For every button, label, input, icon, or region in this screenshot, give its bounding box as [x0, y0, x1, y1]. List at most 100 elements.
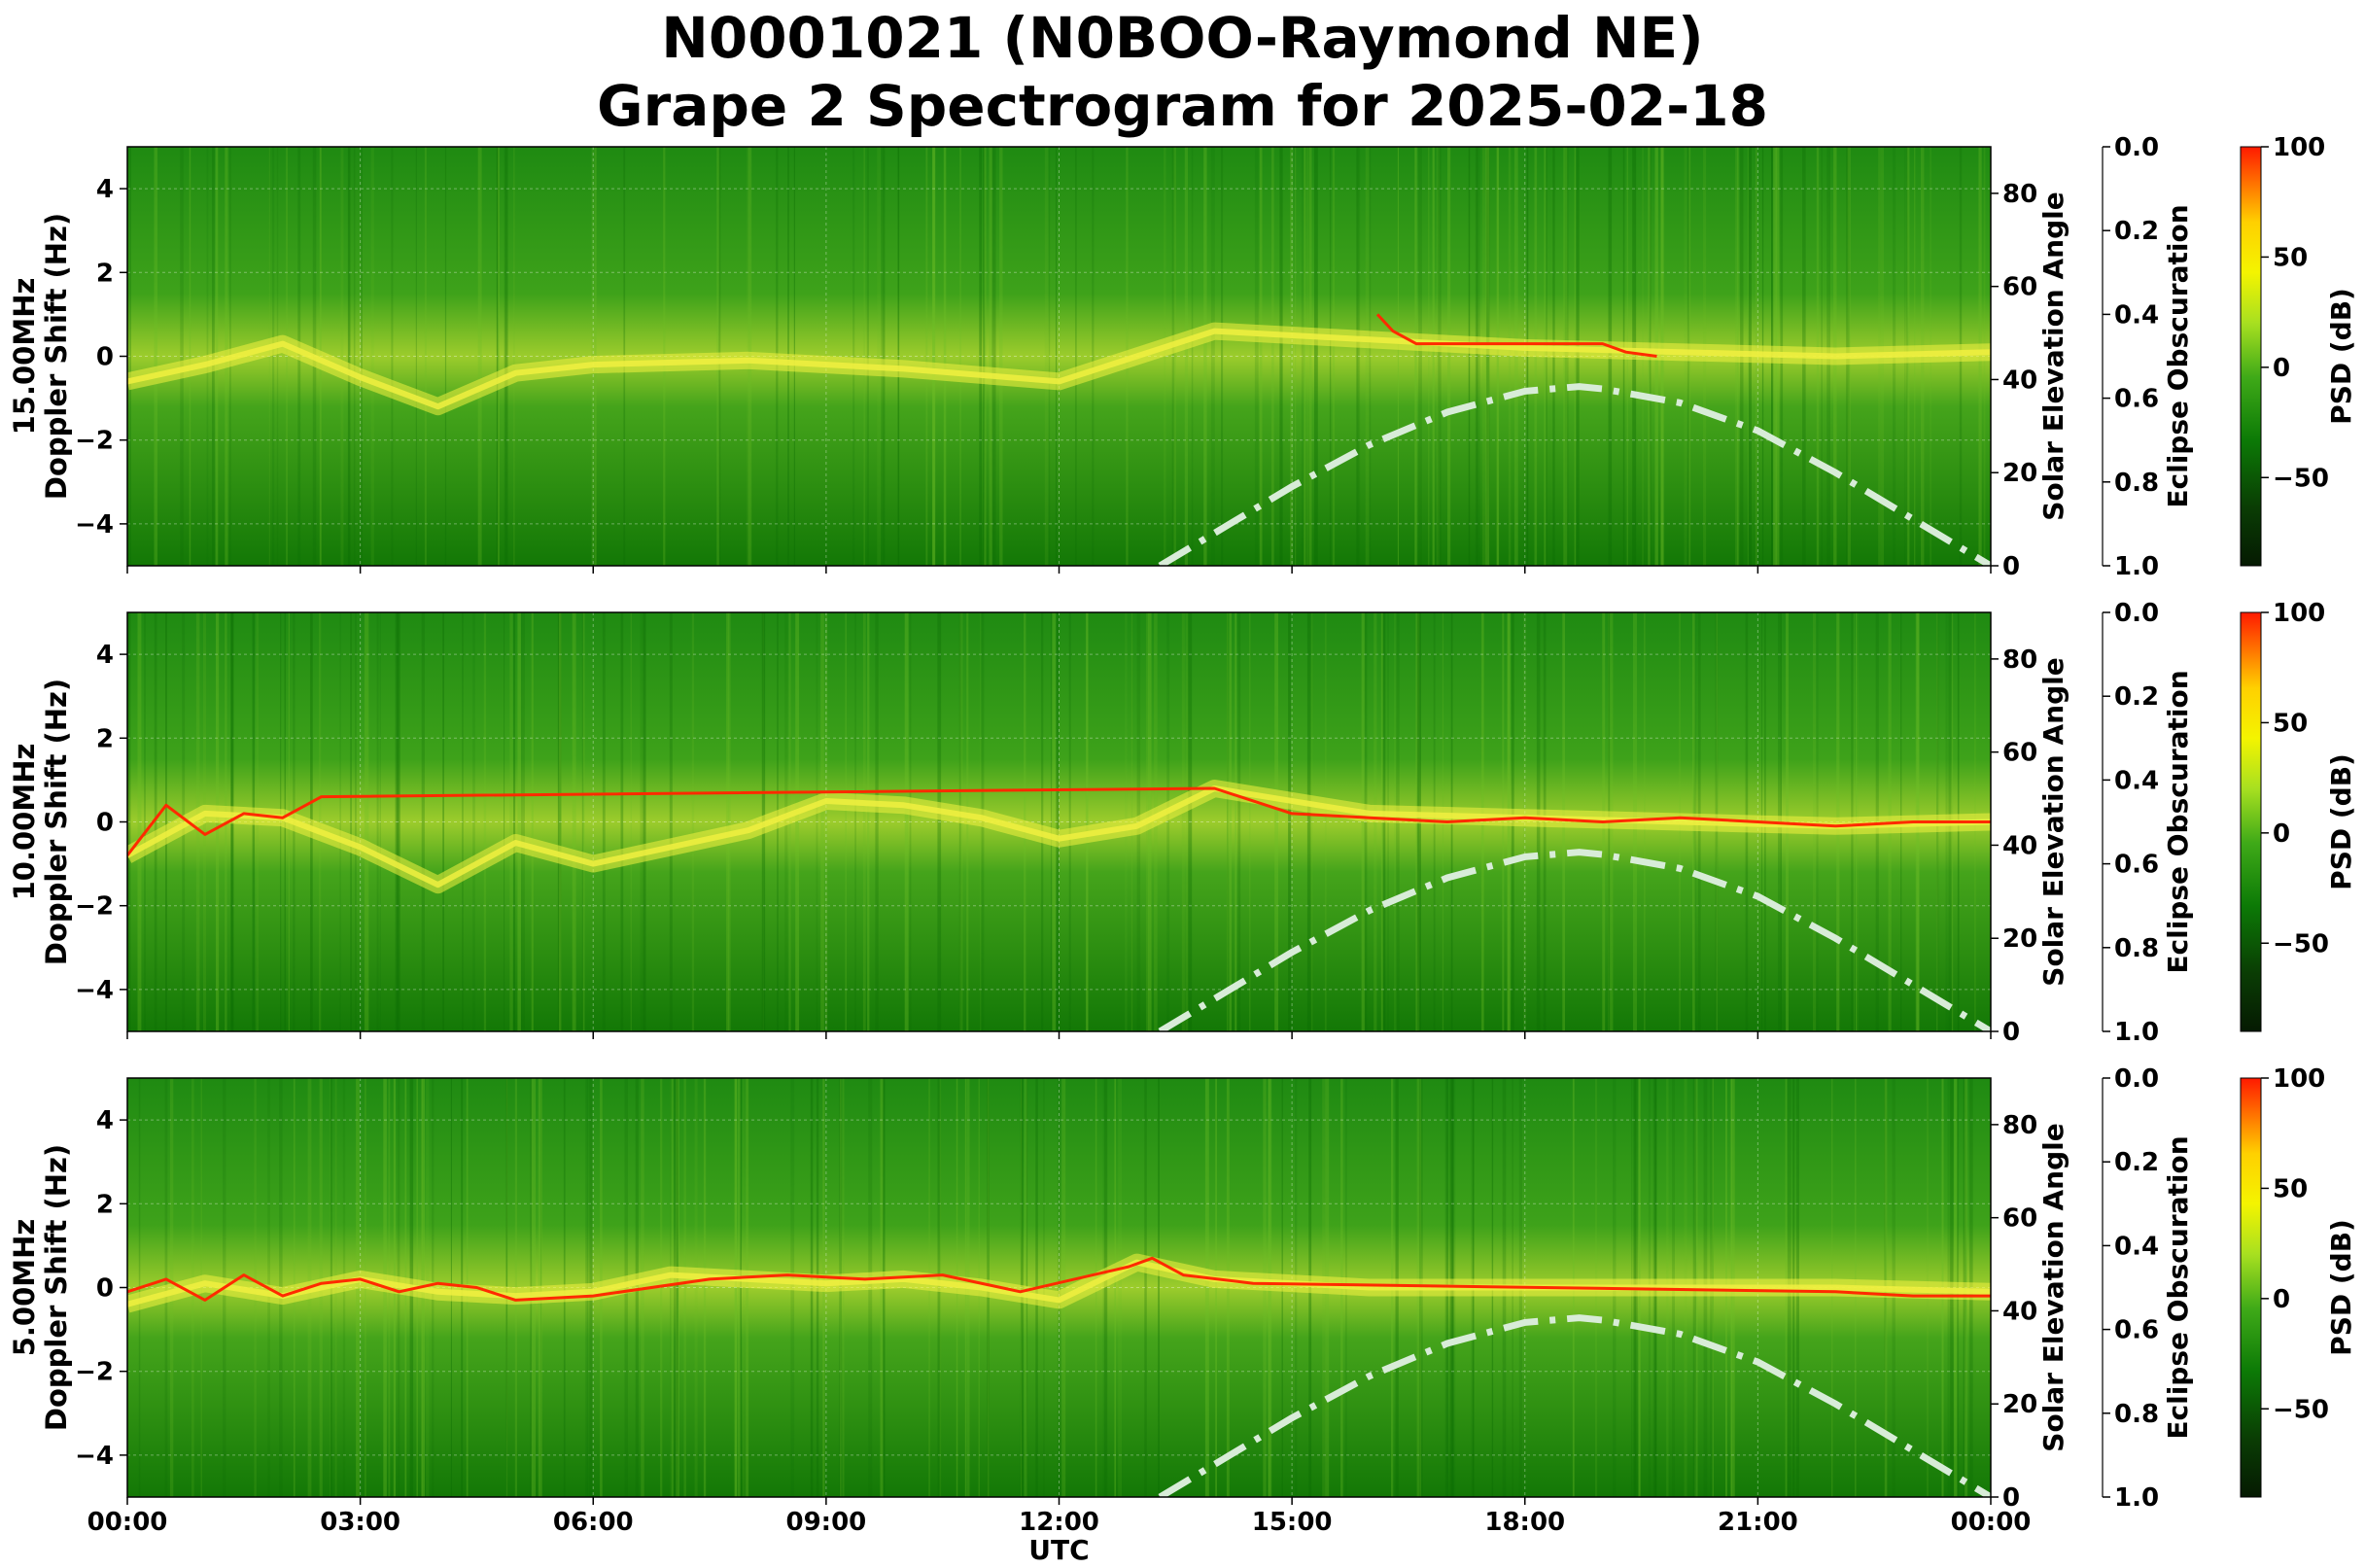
colorbar-tick-label: 100: [2273, 1064, 2325, 1094]
obscuration-tick-label: 0.6: [2114, 1316, 2159, 1345]
obscuration-tick-label: 0.8: [2114, 934, 2159, 963]
noise-streak: [521, 612, 525, 1031]
noise-streak: [989, 147, 992, 566]
elevation-tick-label: 20: [2002, 1390, 2037, 1419]
elevation-tick-label: 20: [2002, 924, 2037, 954]
elevation-tick-label: 0: [2002, 552, 2020, 581]
x-tick-label: 15:00: [1252, 1508, 1333, 1537]
eclipse-obscuration-axis: 0.0 0.2 0.4 0.6 0.8 1.0 Eclipse Obscuration: [2102, 133, 2194, 581]
noise-streak: [319, 612, 322, 1031]
y-tick-label: −2: [75, 892, 114, 922]
noise-streak: [999, 147, 1003, 566]
elevation-tick-label: 80: [2002, 1111, 2037, 1140]
obscuration-tick-label: 0.4: [2114, 1232, 2159, 1261]
x-axis: [126, 566, 1992, 574]
noise-streak: [1486, 147, 1489, 566]
noise-streak: [1235, 612, 1237, 1031]
spectrogram-area: [127, 1078, 1991, 1497]
colorbar-tick-label: 50: [2273, 709, 2308, 738]
colorbar-label: PSD (dB): [2325, 1219, 2357, 1356]
noise-streak: [1204, 1078, 1209, 1497]
y-tick-label: 0: [96, 343, 114, 372]
noise-streak: [728, 612, 731, 1031]
colorbar-tick-label: 100: [2273, 133, 2325, 162]
elevation-tick-label: 0: [2002, 1483, 2020, 1513]
obscuration-tick-label: 1.0: [2114, 552, 2159, 581]
colorbar: 100 50 0 −50 PSD (dB): [2240, 133, 2357, 567]
noise-streak: [509, 612, 513, 1031]
elevation-tick-label: 60: [2002, 273, 2037, 302]
noise-streak: [189, 147, 191, 566]
noise-streak: [517, 612, 521, 1031]
noise-streak: [1048, 147, 1051, 566]
noise-streak: [1086, 612, 1089, 1031]
eclipse-obscuration-label: Eclipse Obscuration: [2162, 1135, 2194, 1439]
noise-streak: [959, 147, 961, 566]
noise-streak: [670, 1078, 672, 1497]
noise-streak: [1104, 1078, 1108, 1497]
doppler-trace-core: [127, 785, 1991, 889]
y-axis-label: Doppler Shift (Hz): [40, 1144, 73, 1431]
noise-streak: [1311, 612, 1313, 1031]
noise-streak: [1513, 147, 1518, 566]
panel-15.00mhz: 420−2−415.00MHz Doppler Shift (Hz)0204060…: [8, 133, 2357, 581]
noise-streak: [391, 147, 394, 566]
noise-streak: [350, 612, 352, 1031]
y-tick-label: 2: [96, 724, 114, 753]
noise-streak: [694, 1078, 698, 1497]
noise-streak: [691, 612, 695, 1031]
noise-streak: [144, 612, 146, 1031]
x-tick-label: 09:00: [785, 1508, 866, 1537]
noise-streak: [1092, 147, 1095, 566]
elevation-tick-label: 80: [2002, 645, 2037, 675]
noise-streak: [1041, 612, 1044, 1031]
noise-streak: [683, 1078, 686, 1497]
noise-streak: [1114, 1078, 1116, 1497]
noise-streak: [415, 147, 417, 566]
x-tick-label: 12:00: [1019, 1508, 1099, 1537]
obscuration-tick-label: 0.6: [2114, 385, 2159, 414]
obscuration-tick-label: 0.0: [2114, 599, 2159, 628]
x-tick-label: 03:00: [320, 1508, 400, 1537]
noise-streak: [670, 1078, 674, 1497]
noise-streak: [1438, 147, 1442, 566]
noise-streak: [531, 612, 534, 1031]
noise-streak: [421, 612, 425, 1031]
noise-streak: [127, 612, 131, 1031]
noise-streak: [1468, 147, 1471, 566]
y-tick-label: −4: [75, 976, 114, 1005]
noise-streak: [1171, 147, 1175, 566]
noise-streak: [734, 1078, 738, 1497]
obscuration-tick-label: 0.4: [2114, 766, 2159, 795]
noise-streak: [1309, 147, 1312, 566]
noise-streak: [1279, 147, 1283, 566]
noise-streak: [1447, 147, 1451, 566]
noise-streak: [1496, 147, 1500, 566]
elevation-tick-label: 40: [2002, 831, 2037, 860]
noise-streak: [1068, 612, 1071, 1031]
panel-10.00mhz: 420−2−410.00MHz Doppler Shift (Hz)0204060…: [8, 599, 2357, 1047]
noise-streak: [1271, 147, 1274, 566]
elevation-tick-label: 20: [2002, 459, 2037, 488]
colorbar-tick-label: 50: [2273, 1174, 2308, 1203]
noise-streak: [1259, 147, 1263, 566]
eclipse-obscuration-axis: 0.0 0.2 0.4 0.6 0.8 1.0 Eclipse Obscuration: [2102, 599, 2194, 1047]
noise-streak: [1203, 147, 1207, 566]
y-axis: 4 2 0 −2 −4: [75, 1106, 127, 1471]
obscuration-tick-label: 1.0: [2114, 1483, 2159, 1513]
frequency-label: 5.00MHz: [8, 1219, 41, 1357]
noise-streak: [504, 147, 507, 566]
noise-streak: [1301, 147, 1304, 566]
noise-streak: [472, 612, 475, 1031]
noise-streak: [1237, 612, 1241, 1031]
noise-streak: [1058, 1078, 1061, 1497]
colorbar-tick-label: 50: [2273, 243, 2308, 272]
x-tick-label: 21:00: [1718, 1508, 1798, 1537]
noise-streak: [1415, 147, 1418, 566]
colorbar-tick-label: −50: [2273, 929, 2329, 958]
noise-streak: [1044, 147, 1049, 566]
eclipse-obscuration-label: Eclipse Obscuration: [2162, 670, 2194, 973]
noise-streak: [875, 612, 879, 1031]
figure-title: N0001021 (N0BOO-Raymond NE) Grape 2 Spec…: [0, 4, 2365, 140]
noise-streak: [897, 147, 900, 566]
